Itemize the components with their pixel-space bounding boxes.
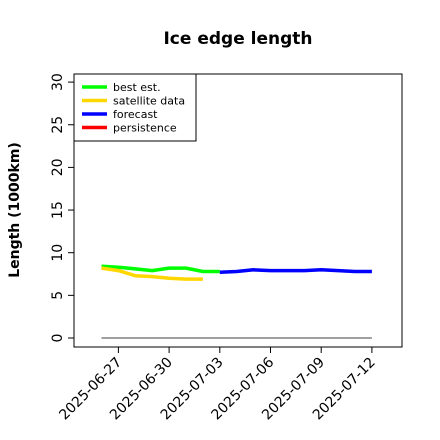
series-line-satellite-data xyxy=(101,266,203,281)
x-axis: 2025-06-272025-06-302025-07-032025-07-06… xyxy=(56,347,379,423)
series-layer xyxy=(101,264,372,281)
y-axis-label: Length (1000km) xyxy=(7,142,23,278)
y-tick-label: 20 xyxy=(50,158,66,176)
chart-title: Ice edge length xyxy=(163,29,312,49)
series-line-best-est- xyxy=(101,264,220,274)
y-tick-label: 30 xyxy=(50,73,66,91)
legend: best est.satellite dataforecastpersisten… xyxy=(73,73,197,142)
legend-label: forecast xyxy=(113,108,158,121)
y-tick-label: 0 xyxy=(50,334,66,343)
legend-label: persistence xyxy=(113,122,177,135)
legend-label: satellite data xyxy=(113,95,185,108)
y-tick-label: 15 xyxy=(50,201,66,219)
y-tick-label: 5 xyxy=(50,291,66,300)
legend-label: best est. xyxy=(113,81,161,94)
y-tick-label: 25 xyxy=(50,116,66,134)
legend-box xyxy=(73,73,197,142)
y-tick-label: 10 xyxy=(50,244,66,262)
y-axis: 0 5 10 15 20 25 30 xyxy=(50,73,74,342)
series-line-forecast xyxy=(219,268,372,275)
